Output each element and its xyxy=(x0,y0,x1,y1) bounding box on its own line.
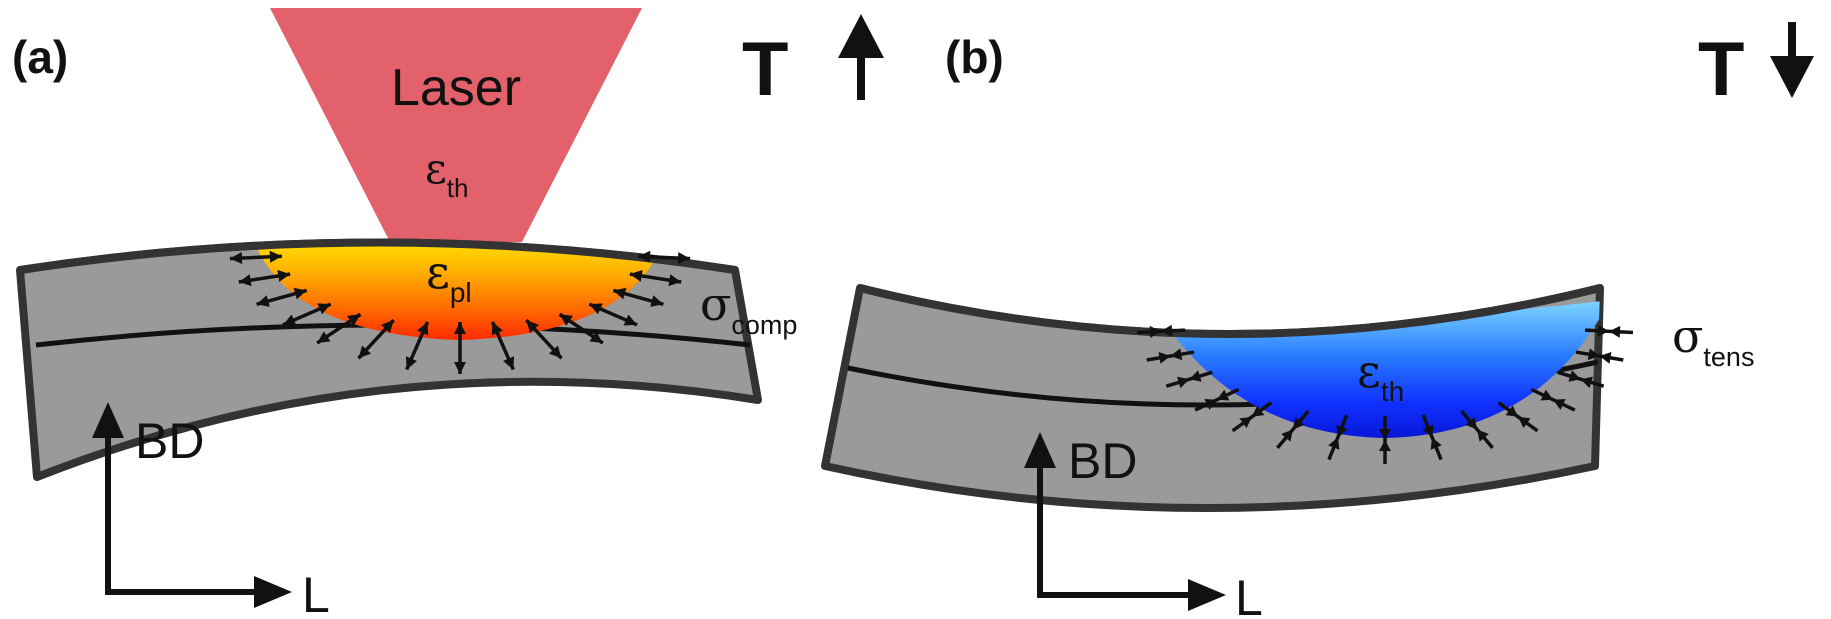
tensile-stress-arrows xyxy=(1136,324,1634,464)
stress-arrow-b xyxy=(1165,370,1213,389)
stress-label-b: σtens xyxy=(1672,309,1754,372)
temperature-down-arrow-icon xyxy=(1770,22,1814,98)
temperature-symbol-a: T xyxy=(742,27,788,112)
stress-arrow-a xyxy=(629,269,682,287)
stress-arrow-a xyxy=(229,250,282,265)
axes-b xyxy=(1024,432,1226,611)
plate-top-edge-a xyxy=(19,238,736,274)
zone-strain-label-b: εth xyxy=(1357,344,1404,407)
stress-arrow-a xyxy=(490,321,515,371)
stress-label-a: σcomp xyxy=(700,277,797,340)
stress-arrow-b xyxy=(1497,401,1539,433)
length-direction-label-b: L xyxy=(1235,570,1263,619)
stress-arrow-a xyxy=(612,287,664,307)
panel-a: (a) T Laser εth εpl σcomp xyxy=(12,8,884,619)
stress-arrow-b xyxy=(1575,348,1624,364)
stress-arrow-a xyxy=(238,269,291,287)
stress-arrow-b xyxy=(1530,387,1576,412)
axes-a xyxy=(92,402,292,608)
stress-arrow-a xyxy=(256,287,308,307)
stress-arrow-b xyxy=(1136,324,1186,338)
stress-arrow-b xyxy=(1460,409,1494,449)
length-direction-label-a: L xyxy=(302,567,330,619)
laser-beam xyxy=(270,8,642,242)
stress-arrow-b xyxy=(1231,401,1273,433)
temperature-symbol-b: T xyxy=(1698,27,1744,112)
stress-arrow-b xyxy=(1557,370,1605,389)
stress-arrow-a xyxy=(454,322,466,374)
laser-label: Laser xyxy=(391,59,521,117)
stress-arrow-a xyxy=(525,318,563,360)
stress-arrow-b xyxy=(1421,414,1443,461)
panel-label-b: (b) xyxy=(945,31,1004,83)
stress-arrow-a xyxy=(558,312,604,345)
stress-arrow-a xyxy=(588,302,638,327)
laser-strain-label: εth xyxy=(425,144,468,203)
build-direction-label-b: BD xyxy=(1068,433,1137,489)
stress-arrow-b xyxy=(1276,409,1310,449)
stress-arrow-b xyxy=(1379,416,1391,464)
plate-top-edge-b xyxy=(859,284,1601,338)
zone-strain-label-a: εpl xyxy=(426,245,472,308)
stress-arrow-b xyxy=(1194,387,1240,412)
stress-arrow-a xyxy=(638,250,691,265)
temperature-up-arrow-icon xyxy=(838,14,884,100)
compressive-stress-arrows xyxy=(229,250,691,374)
stress-arrow-a xyxy=(357,318,395,360)
panel-label-a: (a) xyxy=(12,31,68,83)
stress-arrow-b xyxy=(1327,414,1349,461)
stress-arrow-a xyxy=(282,302,332,327)
stress-arrow-b xyxy=(1146,348,1195,364)
stress-arrow-b xyxy=(1584,324,1634,338)
build-direction-label-a: BD xyxy=(135,413,204,469)
panel-b: (b) T εth σtens BD L xyxy=(821,22,1814,619)
stress-arrow-a xyxy=(405,321,430,371)
stress-arrow-a xyxy=(316,312,362,345)
